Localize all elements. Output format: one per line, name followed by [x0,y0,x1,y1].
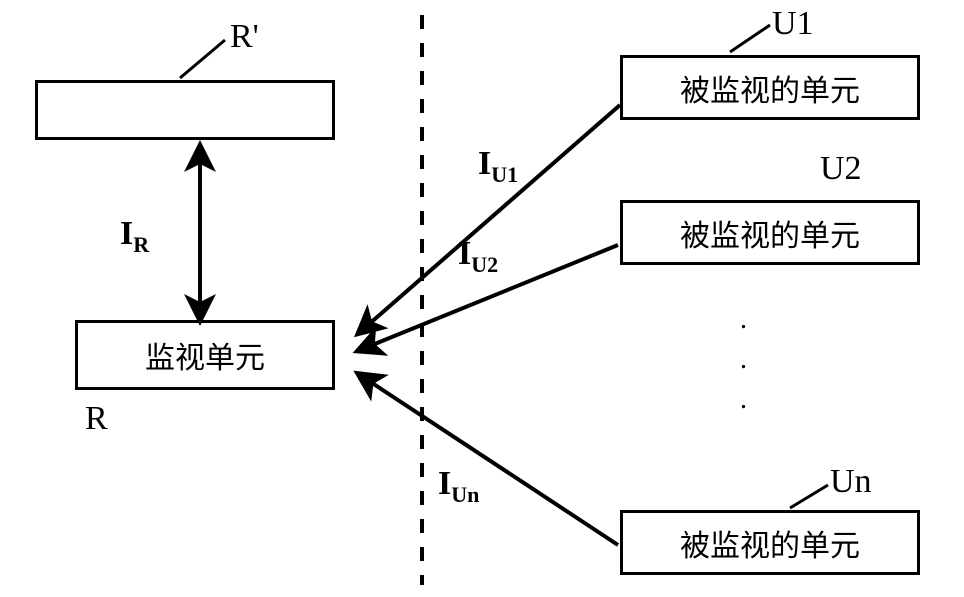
box-u1: 被监视的单元 [620,55,920,120]
label-i-un: IUn [438,465,479,508]
label-i-un-sub: Un [451,482,479,507]
arrow-un-watch [360,375,618,545]
box-u2-text: 被监视的单元 [680,211,860,255]
box-un-text: 被监视的单元 [680,521,860,565]
ellipsis-dots: . . . [740,300,747,420]
label-r: R [85,400,108,438]
leader-un [790,485,828,508]
box-u2: 被监视的单元 [620,200,920,265]
label-r-prime: R' [230,18,259,56]
label-i-u1: IU1 [478,145,518,188]
label-u2: U2 [820,150,862,188]
box-u1-text: 被监视的单元 [680,66,860,110]
label-i-un-base: I [438,465,451,502]
label-i-r-base: I [120,215,133,252]
label-i-u2-sub: U2 [471,252,498,277]
label-i-u2: IU2 [458,235,498,278]
label-i-u1-sub: U1 [491,162,518,187]
label-i-r: IR [120,215,149,258]
box-watch-unit-text: 监视单元 [145,333,265,377]
box-r-prime [35,80,335,140]
leader-u1 [730,25,770,52]
leader-r-prime [180,40,225,78]
label-i-r-sub: R [133,232,149,257]
label-u1: U1 [772,5,814,43]
label-un: Un [830,463,872,501]
label-i-u2-base: I [458,235,471,272]
label-i-u1-base: I [478,145,491,182]
box-watch-unit: 监视单元 [75,320,335,390]
box-un: 被监视的单元 [620,510,920,575]
arrow-u1-watch [360,105,620,332]
